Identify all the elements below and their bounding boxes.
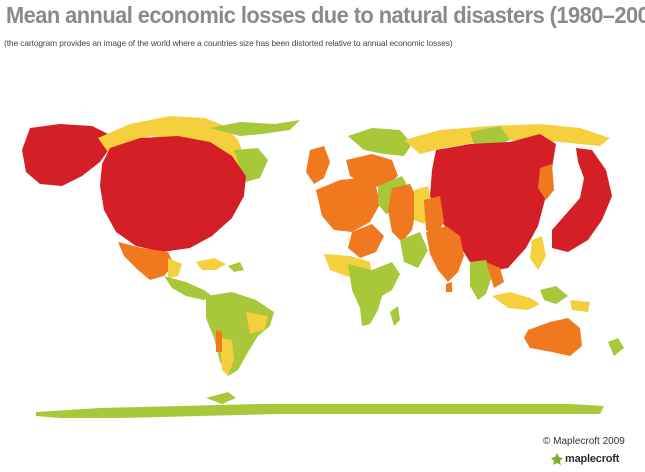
western-europe — [316, 178, 380, 232]
maplecroft-logo: maplecroft — [551, 453, 619, 465]
logo-text: maplecroft — [565, 453, 620, 465]
map-subtitle: (the cartogram provides an image of the … — [4, 38, 453, 48]
mexico-yellow — [168, 258, 182, 278]
antarctica-region — [36, 404, 604, 418]
middle-east — [400, 232, 428, 268]
uk-region — [306, 146, 330, 184]
india-region — [426, 226, 464, 282]
brazil-yellow — [246, 312, 268, 334]
scandinavia-region — [348, 128, 412, 156]
central-europe — [346, 154, 398, 188]
central-america — [164, 276, 212, 300]
italy-balkans — [348, 224, 384, 258]
australia-region — [524, 318, 582, 356]
japan-region — [552, 148, 612, 252]
chile-orange — [216, 330, 222, 352]
indonesia-east — [540, 286, 568, 304]
caribbean-islands-2 — [228, 262, 244, 272]
maplecroft-leaf-icon — [551, 453, 563, 465]
arctic-islands — [210, 120, 300, 136]
canada-region — [98, 116, 246, 176]
indonesia-region — [492, 292, 540, 310]
argentina-chile — [220, 338, 234, 376]
madagascar — [390, 306, 400, 326]
mexico-region — [118, 242, 174, 280]
korea-region — [538, 164, 554, 200]
indochina — [486, 262, 504, 288]
copyright-notice: © Maplecroft 2009 — [543, 436, 625, 447]
southeast-asia — [470, 260, 492, 300]
new-zealand — [608, 338, 624, 356]
africa-region — [348, 262, 400, 326]
china-region — [430, 134, 556, 272]
central-asia — [424, 196, 444, 236]
turkey-region — [388, 184, 418, 242]
usa-region — [100, 136, 246, 252]
philippines-taiwan — [530, 236, 546, 270]
caribbean-islands — [196, 258, 226, 270]
png-region — [570, 300, 590, 312]
greenland-region — [22, 124, 110, 186]
antarctic-peninsula — [206, 392, 236, 404]
map-title: Mean annual economic losses due to natur… — [6, 2, 645, 28]
sri-lanka — [446, 282, 452, 292]
